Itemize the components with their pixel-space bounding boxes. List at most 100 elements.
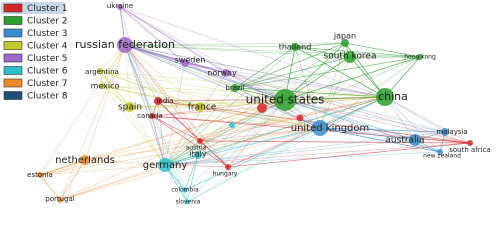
edge [199, 140, 471, 144]
edge [157, 99, 286, 102]
edge [384, 96, 446, 133]
edge [84, 159, 166, 166]
node [225, 164, 231, 170]
edge [294, 46, 351, 58]
edge [284, 42, 346, 101]
edge [99, 70, 386, 98]
edge [164, 72, 227, 166]
edge [124, 44, 286, 101]
legend-label[interactable]: Cluster 1 [27, 4, 68, 14]
edge [234, 46, 296, 89]
edge [59, 164, 166, 201]
edge [319, 42, 346, 129]
edge [157, 96, 386, 102]
legend-swatch [3, 41, 23, 50]
legend-label[interactable]: Cluster 2 [27, 17, 68, 27]
edge [124, 44, 201, 142]
node [257, 103, 267, 113]
node [274, 89, 296, 111]
node-label: portugal [45, 195, 75, 203]
edge [234, 87, 386, 98]
node-label: ukraine [107, 2, 133, 10]
edge [227, 142, 471, 168]
edge [124, 44, 386, 98]
legend-label[interactable]: Cluster 8 [27, 92, 68, 102]
node [437, 149, 443, 155]
edge [184, 154, 199, 191]
edge [319, 127, 446, 133]
edge [102, 85, 131, 108]
edge [164, 62, 186, 166]
edge [199, 127, 321, 142]
node-label: canada [137, 112, 163, 120]
node-label: mexico [91, 82, 120, 91]
edge [124, 44, 201, 108]
edge [157, 100, 201, 142]
edge [319, 127, 416, 141]
edge [234, 46, 296, 89]
edge [119, 6, 286, 101]
edge [99, 70, 201, 108]
edge [99, 70, 321, 129]
edge [234, 42, 346, 89]
edge [164, 164, 188, 203]
edge [319, 127, 446, 133]
node-label: austria [186, 145, 207, 152]
edge [344, 42, 421, 58]
node-label: south africa [449, 146, 491, 154]
node-label: sweden [175, 56, 206, 65]
edge [284, 99, 471, 144]
node-label: argentina [85, 68, 119, 76]
edge [227, 142, 471, 168]
node [417, 54, 423, 60]
edge [119, 6, 166, 166]
edge [124, 44, 229, 168]
edge [384, 96, 441, 153]
edge [319, 127, 441, 153]
legend-label[interactable]: Cluster 6 [27, 67, 68, 77]
edge [197, 96, 386, 156]
node-label: spain [118, 103, 142, 113]
edge [124, 44, 188, 203]
edge [199, 140, 229, 168]
node-label: south korea [324, 52, 377, 62]
legend-label[interactable]: Cluster 5 [27, 54, 68, 64]
node-label: malaysia [436, 128, 467, 136]
edge [59, 44, 126, 201]
edge [39, 159, 86, 176]
edge [157, 100, 321, 129]
edge [319, 127, 441, 153]
node-label: germany [143, 160, 188, 171]
edge [124, 44, 186, 191]
legend-label[interactable]: Cluster 4 [27, 42, 68, 52]
edge [234, 56, 421, 89]
edge [129, 106, 321, 129]
node-label: australia [385, 136, 424, 146]
edge [284, 56, 351, 101]
edge [199, 140, 471, 144]
edge [294, 46, 351, 58]
edge [184, 62, 227, 74]
edge [164, 42, 346, 166]
node-label: hungary [213, 171, 238, 178]
edge [151, 115, 201, 142]
edge [151, 115, 201, 142]
node-label: thailand [279, 43, 312, 52]
edge [129, 106, 166, 166]
edge [102, 85, 201, 108]
node [37, 172, 43, 178]
edge [234, 87, 386, 98]
edge [84, 127, 321, 161]
edge [294, 46, 421, 58]
edge [129, 99, 286, 108]
legend-label[interactable]: Cluster 3 [27, 29, 68, 39]
edge [234, 56, 421, 89]
edge [294, 42, 346, 48]
edge [284, 42, 346, 101]
edge [124, 44, 159, 102]
edge [157, 100, 229, 168]
edge [59, 96, 386, 201]
legend-label[interactable]: Cluster 7 [27, 79, 68, 89]
legend-swatch [3, 53, 23, 63]
node [441, 128, 449, 136]
